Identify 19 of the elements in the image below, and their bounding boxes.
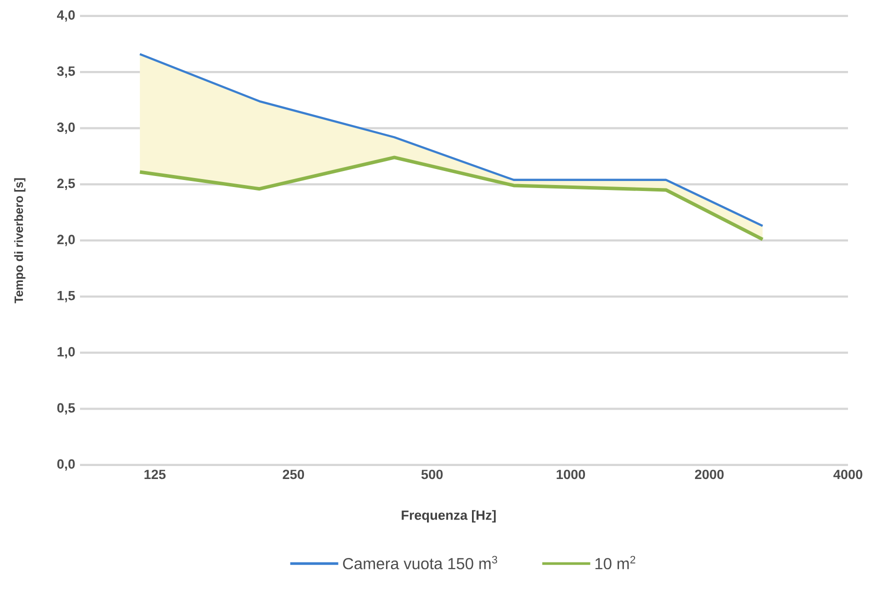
y-tick-label: 0,0 bbox=[57, 459, 75, 471]
y-tick-label: 4,0 bbox=[56, 10, 75, 22]
y-tick-label: 1,5 bbox=[58, 290, 75, 302]
x-axis-title: Frequenza [Hz] bbox=[402, 510, 496, 523]
x-tick-label: 125 bbox=[144, 470, 166, 480]
legend-label: Camera vuota 150 m$^{3}$ bbox=[343, 556, 498, 570]
y-tick-label: 3,0 bbox=[57, 122, 75, 134]
y-tick-label: 2,0 bbox=[57, 234, 75, 246]
y-tick-label: 0,5 bbox=[57, 403, 75, 415]
y-axis-title: Tempo di riverbero [s] bbox=[14, 178, 26, 304]
legend-label: 10 m$^{2}$ bbox=[595, 556, 636, 570]
x-tick-label: 1000 bbox=[556, 470, 586, 480]
y-tick-label: 1,0 bbox=[58, 347, 75, 358]
x-tick-label: 4000 bbox=[833, 470, 862, 480]
y-tick-label: 2,5 bbox=[57, 178, 75, 190]
x-tick-label: 500 bbox=[421, 470, 443, 480]
x-tick-label: 2000 bbox=[694, 470, 724, 480]
x-tick-label: 250 bbox=[282, 470, 304, 480]
y-tick-label: 3,5 bbox=[57, 66, 75, 78]
